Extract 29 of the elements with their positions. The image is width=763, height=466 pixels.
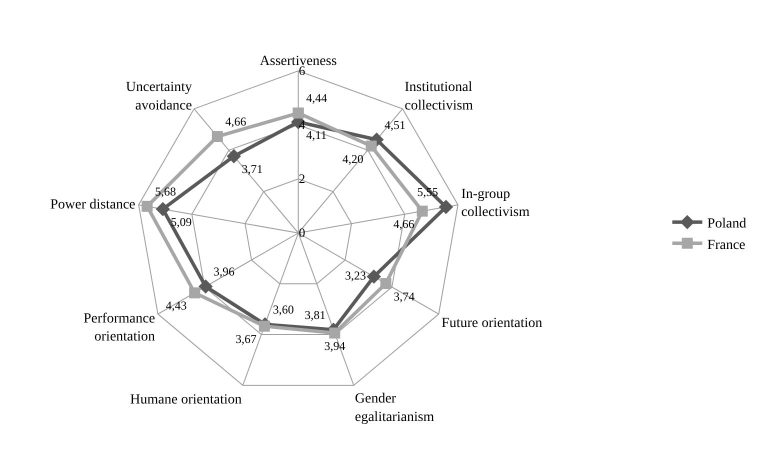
legend-label: Poland bbox=[707, 216, 746, 232]
data-label: 4,43 bbox=[166, 298, 187, 313]
spoke-label: Performance orientation bbox=[84, 311, 156, 345]
data-label: 3,96 bbox=[214, 264, 235, 279]
spoke-label: In-group collectivism bbox=[461, 186, 530, 220]
data-label: 4,44 bbox=[306, 91, 328, 106]
data-label: 3,74 bbox=[394, 289, 415, 304]
y-tick-label: 0 bbox=[298, 225, 306, 240]
data-label: 4,11 bbox=[306, 128, 327, 142]
data-label: 4,66 bbox=[225, 114, 246, 129]
data-label: 3,71 bbox=[242, 162, 263, 176]
spoke-label: Power distance bbox=[50, 198, 136, 213]
data-label: 5,09 bbox=[170, 214, 192, 229]
spoke-label: Gender egalitarianism bbox=[354, 392, 434, 425]
data-label: 3,94 bbox=[324, 338, 346, 353]
spoke-label: Future orientation bbox=[442, 316, 542, 331]
spoke-label: Humane orientation bbox=[130, 392, 242, 408]
legend-label: France bbox=[707, 238, 746, 253]
y-tick-label: 2 bbox=[298, 171, 306, 186]
data-label: 3,23 bbox=[345, 268, 366, 283]
spoke-label: Uncertainty avoidance bbox=[126, 80, 192, 114]
data-label: 3,60 bbox=[272, 302, 294, 317]
spoke-label: Institutional collectivism bbox=[404, 80, 474, 114]
data-label: 3,67 bbox=[236, 332, 257, 346]
data-label: 4,20 bbox=[342, 152, 364, 166]
data-label: 3,81 bbox=[304, 308, 326, 322]
data-label: 5,68 bbox=[155, 184, 176, 198]
data-label: 4,51 bbox=[384, 118, 406, 132]
data-label: 4,66 bbox=[393, 217, 414, 232]
